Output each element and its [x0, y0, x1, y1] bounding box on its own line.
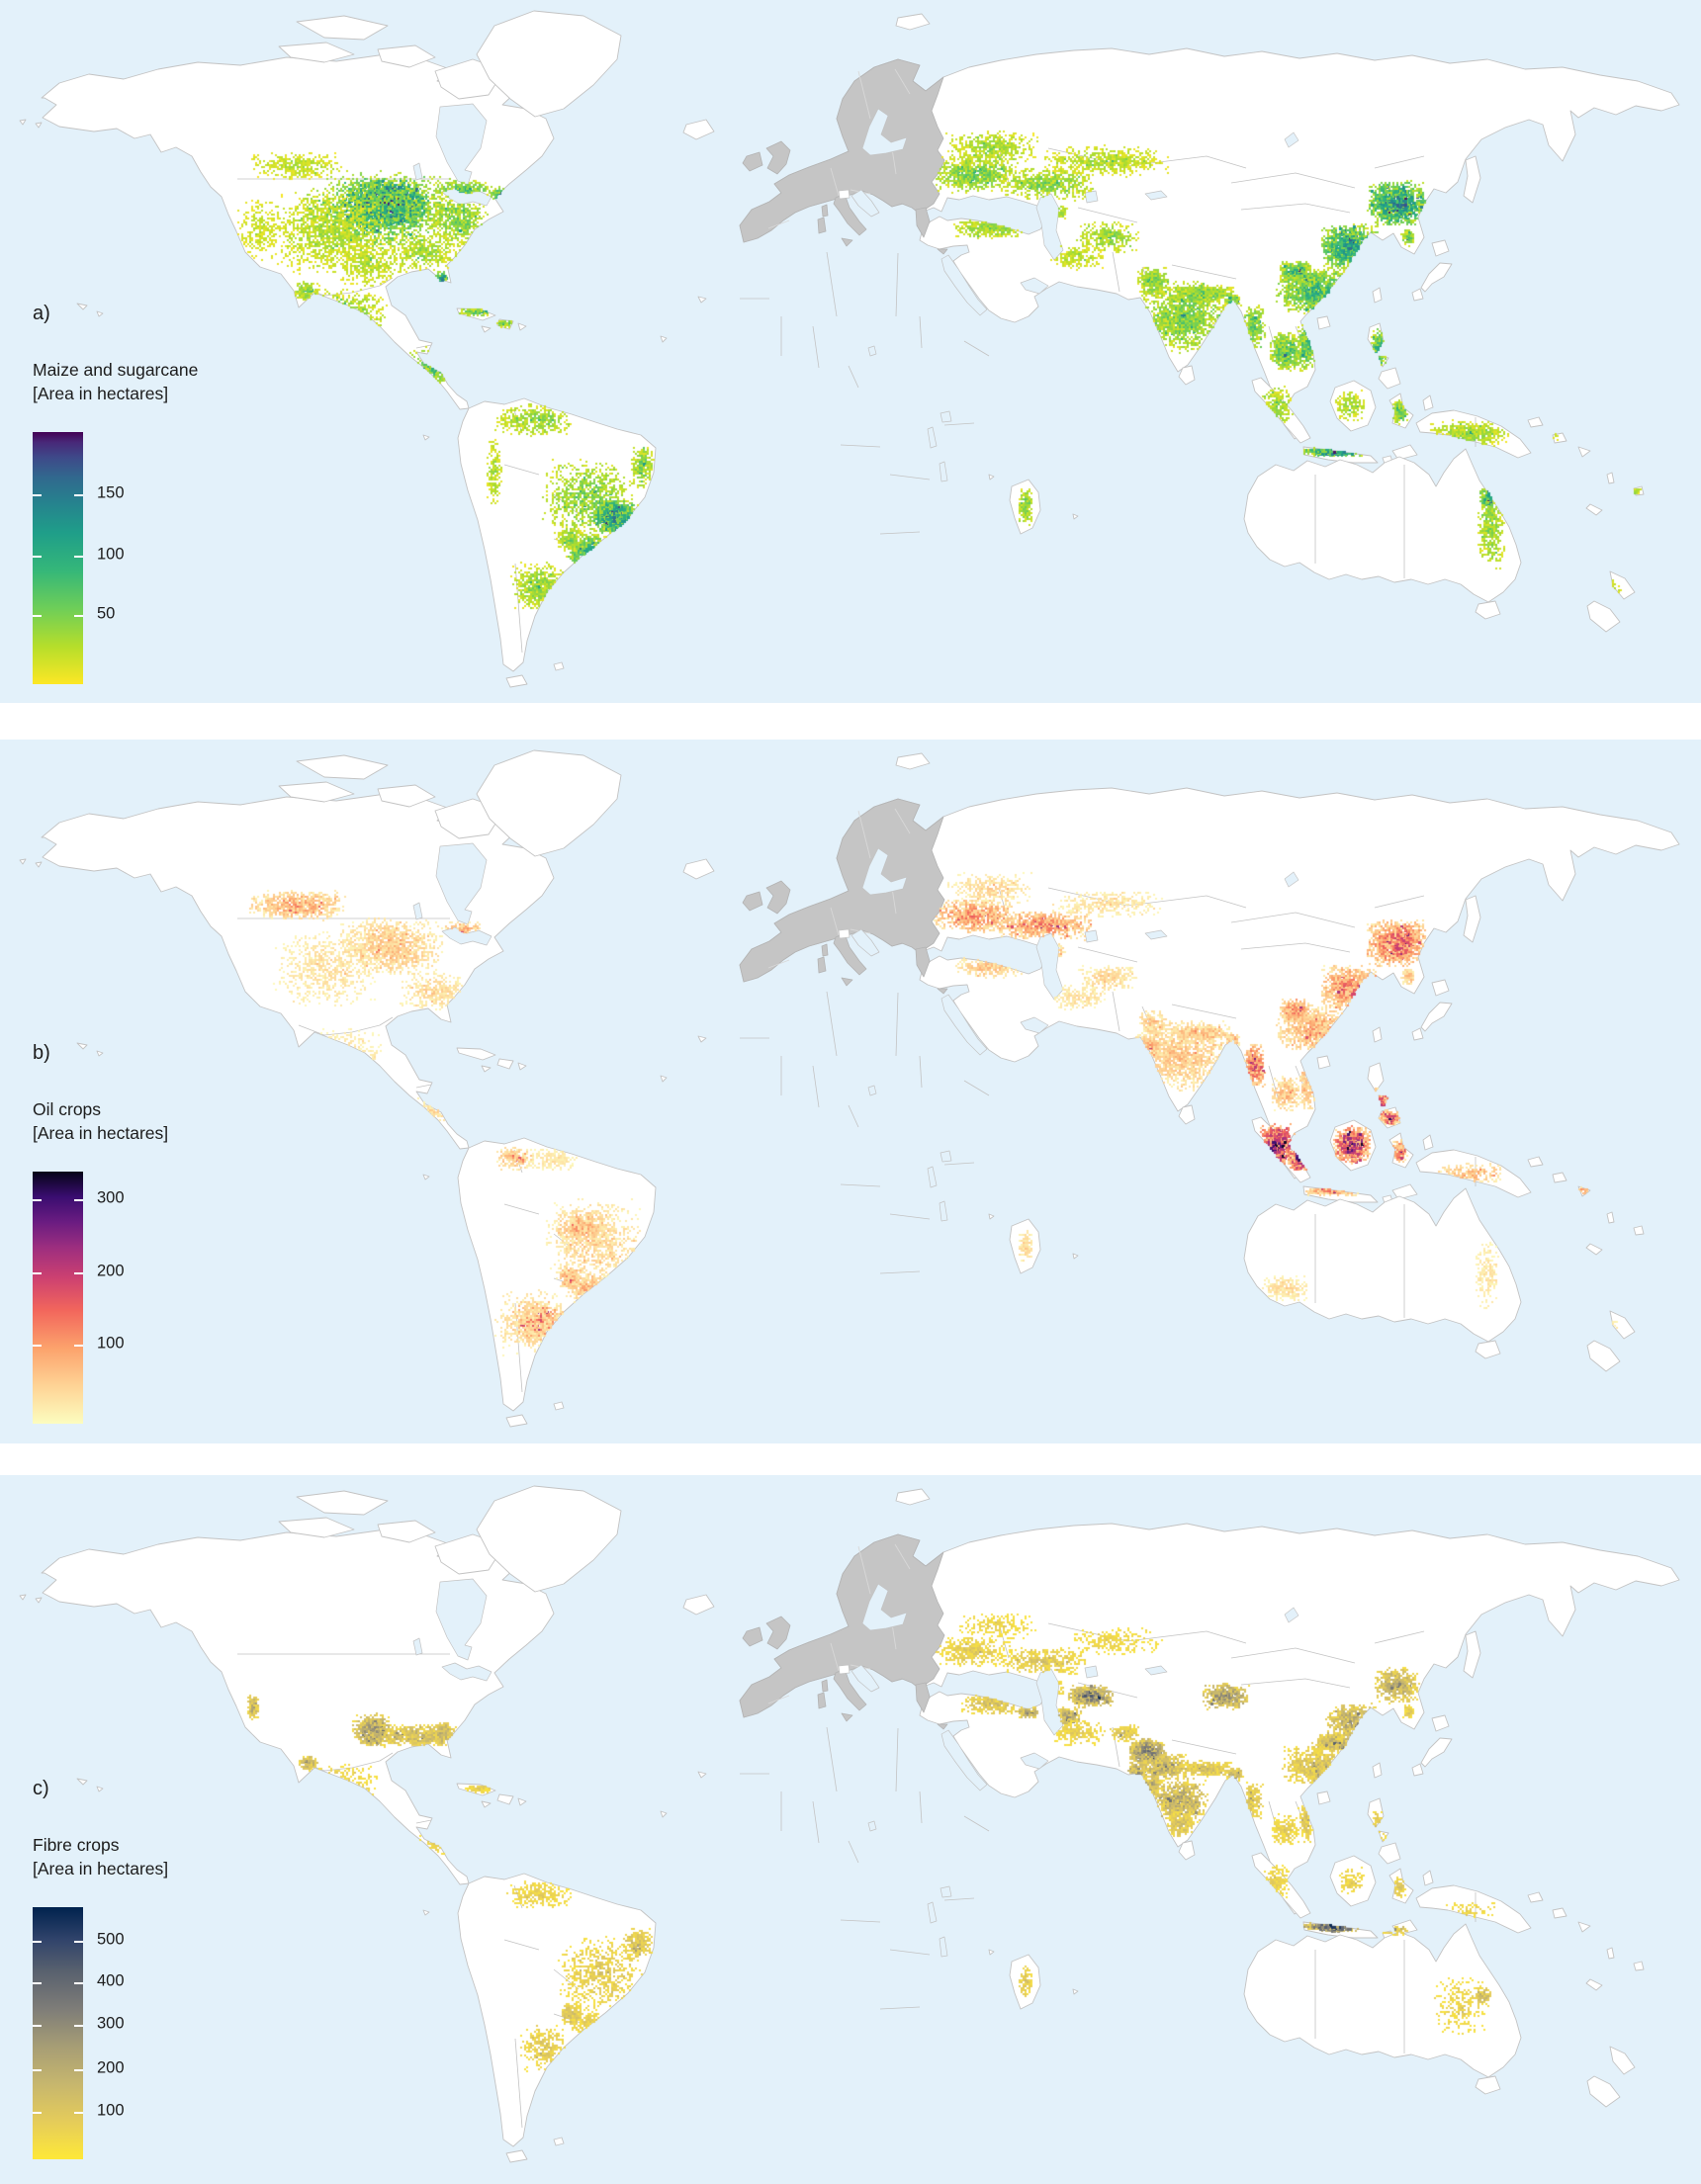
crop-raster-layer-c [0, 1475, 1701, 2178]
crop-raster-layer-b [0, 740, 1701, 1442]
map-panel-fibre-crops: c) Fibre crops [Area in hectares] 500 400… [0, 1475, 1701, 2184]
crop-raster-layer-a [0, 0, 1701, 703]
map-panel-oil-crops: b) Oil crops [Area in hectares] 300 200 10… [0, 740, 1701, 1443]
map-panel-maize-sugarcane: a) Maize and sugarcane [Area in hectares… [0, 0, 1701, 703]
